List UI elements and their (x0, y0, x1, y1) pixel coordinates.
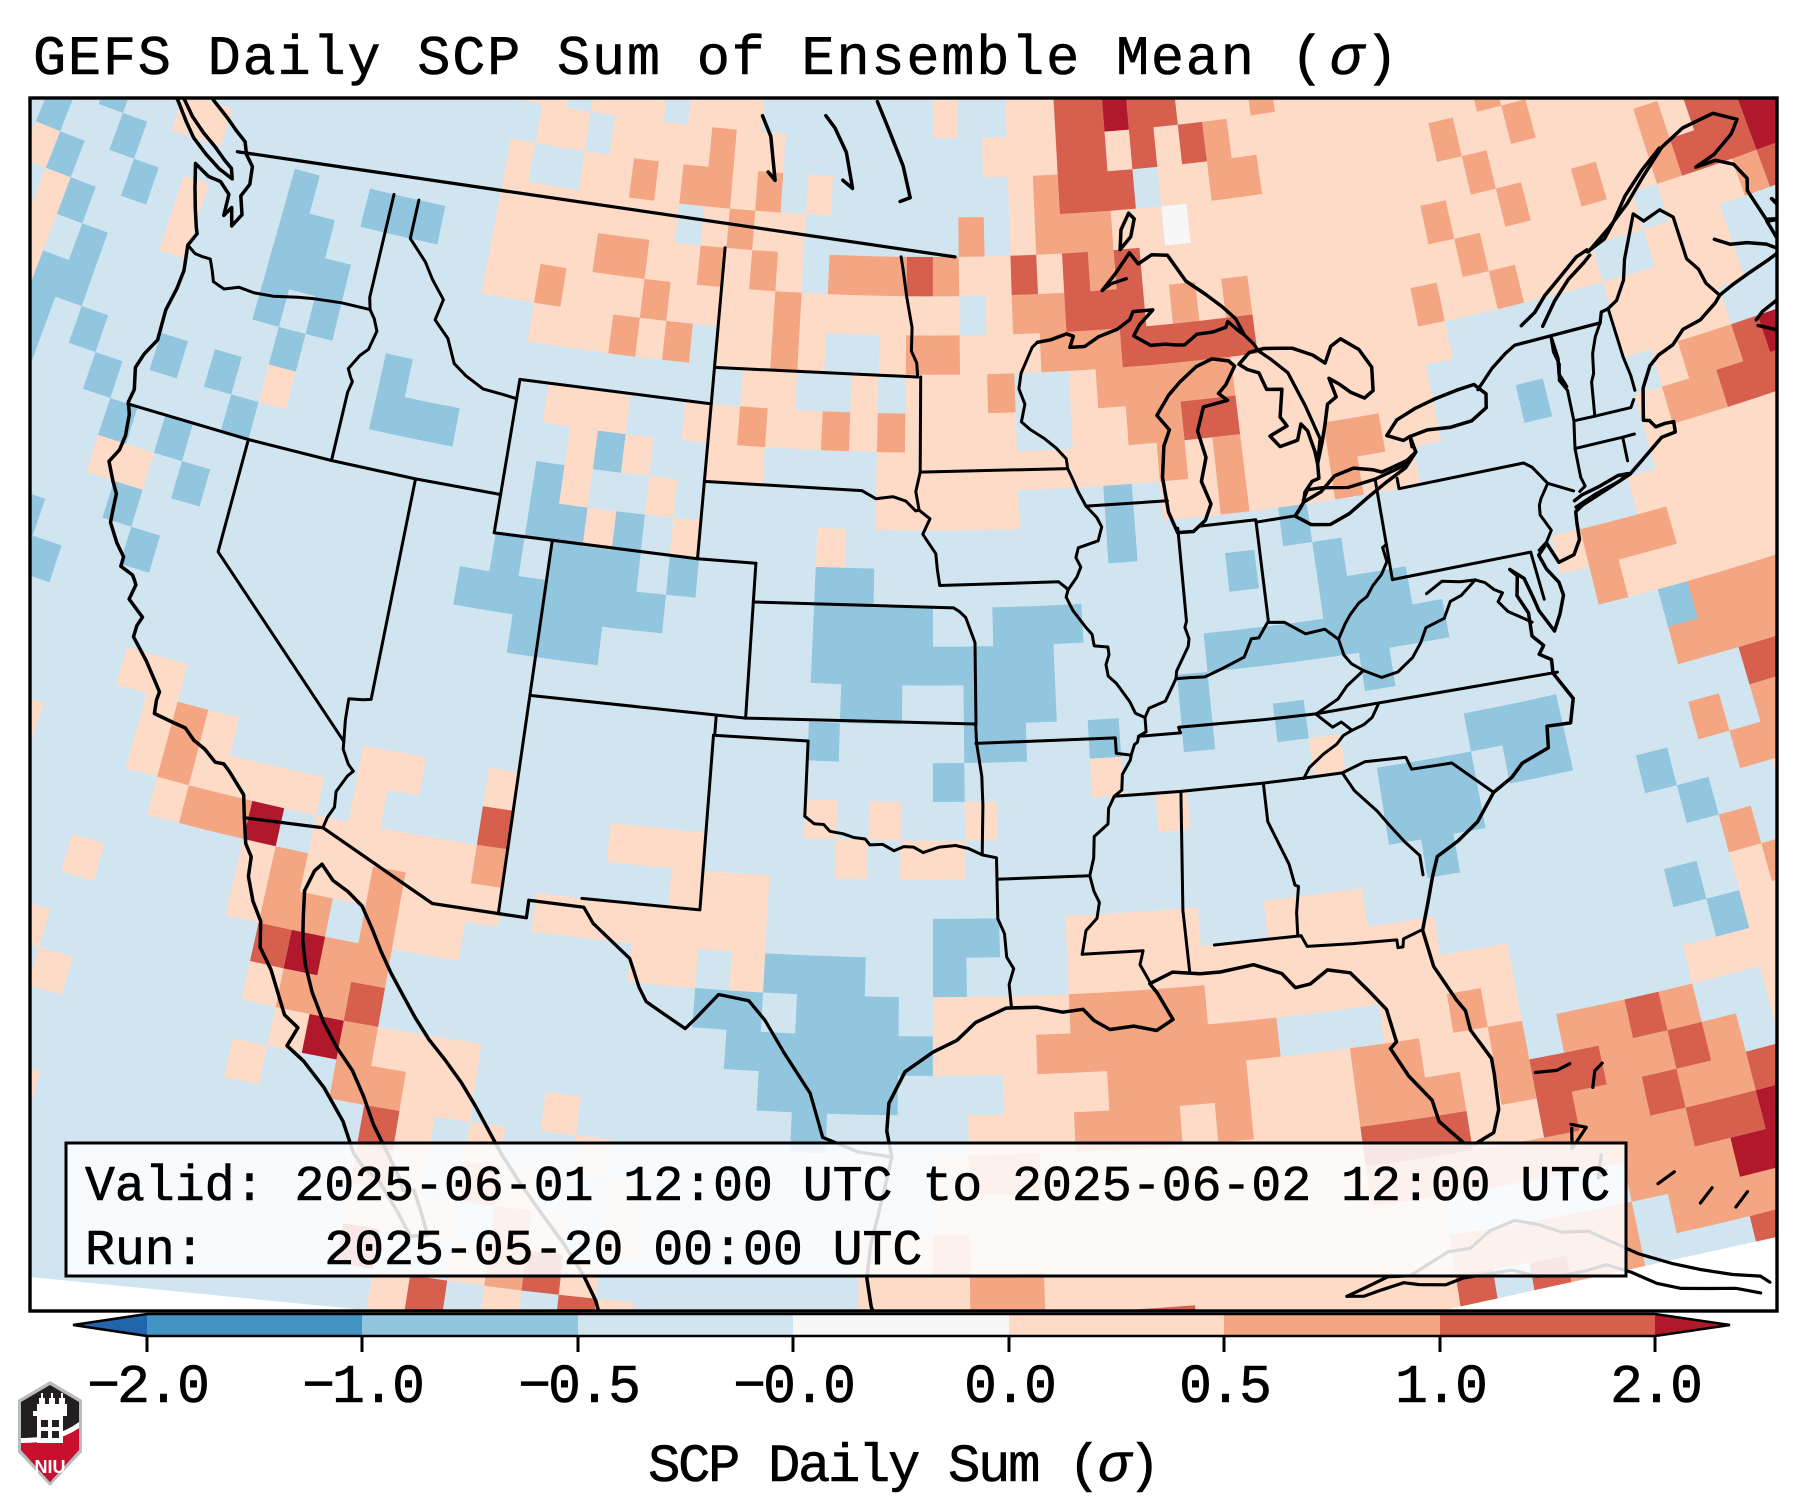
svg-text:Run: 2025-05-20 00:00 UTC: Run: 2025-05-20 00:00 UTC (85, 1223, 922, 1280)
svg-text:0.5: 0.5 (1179, 1356, 1269, 1419)
svg-text:−0.0: −0.0 (733, 1356, 853, 1419)
svg-text:−1.0: −1.0 (302, 1356, 422, 1419)
svg-text:1.0: 1.0 (1395, 1356, 1485, 1419)
svg-text:−0.5: −0.5 (518, 1356, 638, 1419)
svg-text:): ) (1365, 28, 1398, 91)
svg-text:0.0: 0.0 (964, 1356, 1054, 1419)
svg-text:2.0: 2.0 (1610, 1356, 1700, 1419)
svg-text:): ) (1128, 1437, 1160, 1498)
svg-text:GEFS Daily SCP Sum of Ensemble: GEFS Daily SCP Sum of Ensemble Mean ( (33, 28, 1326, 91)
svg-text:Valid: 2025-06-01 12:00 UTC to: Valid: 2025-06-01 12:00 UTC to 2025-06-0… (85, 1159, 1610, 1216)
svg-text:−2.0: −2.0 (87, 1356, 207, 1419)
svg-text:SCP Daily Sum (: SCP Daily Sum ( (648, 1437, 1098, 1498)
svg-text:σ: σ (1098, 1437, 1134, 1498)
svg-text:σ: σ (1330, 28, 1367, 91)
svg-text:NIU: NIU (35, 1457, 66, 1477)
